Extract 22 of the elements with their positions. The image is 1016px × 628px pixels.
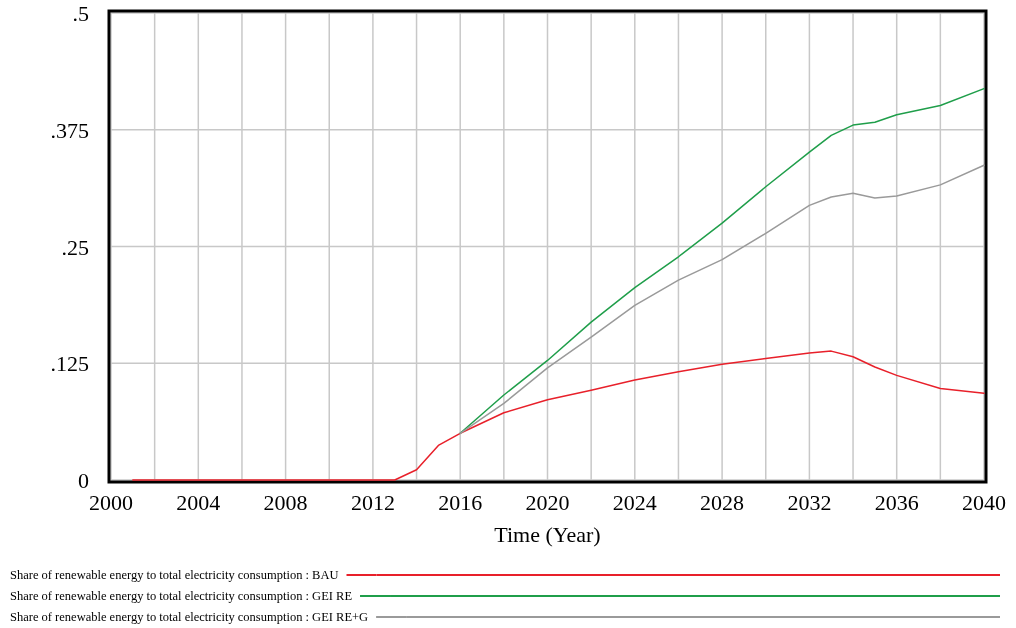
x-tick-label: 2036 [874,490,919,515]
y-tick-label: .5 [72,1,89,26]
x-tick-label: 2016 [438,490,483,515]
x-tick-label: 2004 [176,490,221,515]
y-tick-label: 0 [78,468,89,493]
line-series [132,350,985,481]
x-tick-label: 2040 [962,490,1006,515]
x-tick-label: 2032 [787,490,832,515]
line-series [459,164,985,435]
x-tick-label: 2028 [700,490,745,515]
legend-label: Share of renewable energy to total electricity consumption : BAU [10,568,339,582]
y-tick-label: .375 [50,117,89,143]
legend-label: Share of renewable energy to total electricity consumption : GEI RE+G [10,610,369,624]
x-tick-label: 2024 [612,490,657,515]
x-tick-label: 2012 [350,490,395,515]
x-tick-label: 2000 [89,490,133,515]
y-tick-label: .25 [61,234,89,260]
x-tick-label: 2020 [525,490,570,515]
x-axis-title: Time (Year) [494,522,601,547]
x-tick-label: 2008 [263,490,308,515]
y-tick-label: .125 [50,351,89,377]
legend-label: Share of renewable energy to total electricity consumption : GEI RE [10,589,353,603]
